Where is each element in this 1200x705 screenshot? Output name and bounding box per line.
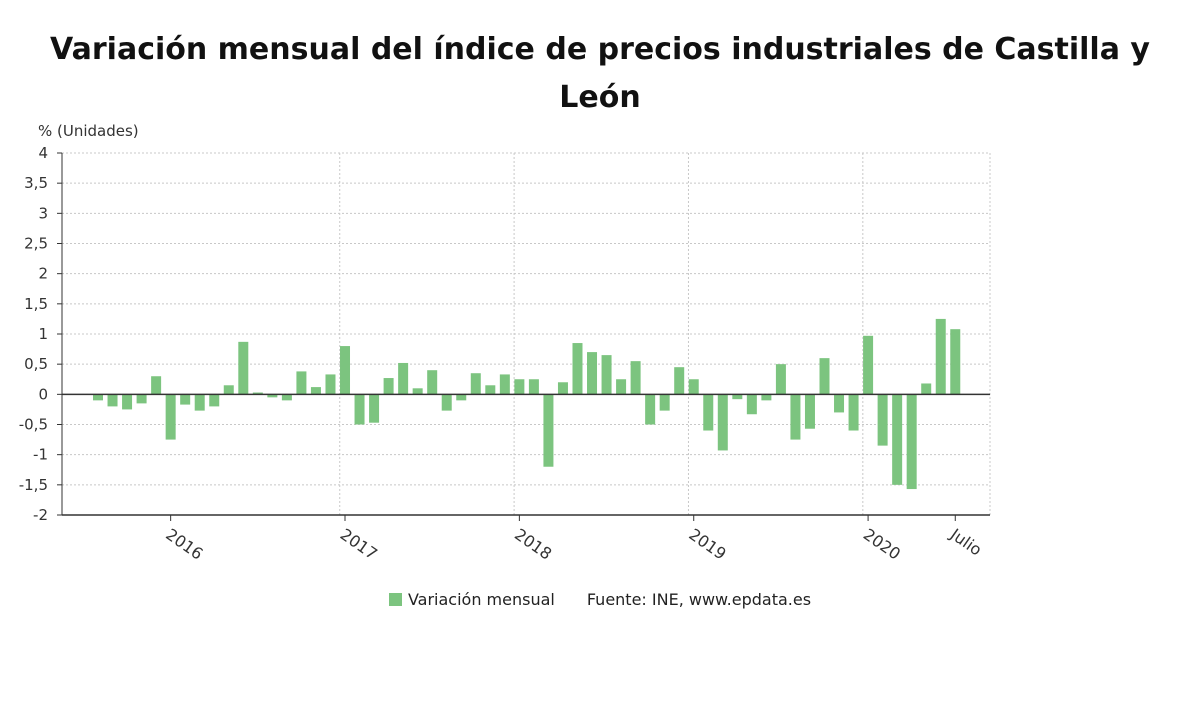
bar	[732, 394, 743, 400]
bar	[267, 394, 278, 398]
bar	[441, 394, 452, 411]
bar	[528, 379, 539, 395]
bar	[470, 373, 481, 395]
y-tick-label: 0	[38, 385, 48, 403]
chart-title: Variación mensual del índice de precios …	[50, 32, 1150, 115]
y-axis-label: % (Unidades)	[38, 122, 139, 140]
bar	[296, 371, 307, 395]
grid-lines	[62, 152, 991, 516]
bar	[630, 361, 641, 395]
bar	[209, 394, 220, 407]
bar	[412, 388, 423, 395]
y-tick-label: 3	[38, 204, 48, 222]
bar	[775, 364, 786, 395]
y-tick-label: -0,5	[19, 416, 48, 434]
bar	[456, 394, 467, 401]
bar	[572, 343, 583, 395]
x-tick-label: 2019	[685, 525, 729, 564]
bar	[703, 394, 714, 431]
bar	[659, 394, 670, 411]
bar	[427, 370, 438, 395]
y-tick-label: 3,5	[24, 174, 48, 192]
bar	[151, 376, 162, 395]
bar	[325, 374, 336, 395]
bar	[717, 394, 728, 451]
y-axis-ticks: -2 -1,5 -1 -0,5 0 0,5 1 1,5 2 2,5 3 3,5 4	[19, 144, 62, 524]
y-tick-label: -1,5	[19, 476, 48, 494]
bar	[194, 394, 205, 411]
bar	[252, 392, 263, 395]
bar	[93, 394, 103, 401]
bar	[616, 379, 627, 395]
bar	[761, 394, 772, 401]
bar	[223, 385, 234, 395]
source-note: Fuente: INE, www.epdata.es	[586, 590, 812, 609]
bar	[688, 379, 699, 395]
legend-label: Variación mensual	[407, 590, 555, 609]
bar	[587, 352, 598, 395]
y-tick-label: 0,5	[24, 355, 48, 373]
y-tick-label: -1	[33, 446, 48, 464]
x-tick-label: Julio	[946, 524, 985, 559]
bar	[107, 394, 118, 407]
x-axis-ticks: 2016 2017 2018 2019 2020 Julio	[162, 515, 985, 564]
y-tick-label: 2	[38, 265, 48, 283]
bar	[601, 355, 612, 395]
bar	[804, 394, 815, 429]
legend: Variación mensual Fuente: INE, www.epdata…	[0, 590, 1200, 609]
bar	[310, 387, 321, 395]
bar	[921, 383, 932, 395]
bar	[790, 394, 801, 440]
bar	[165, 394, 176, 440]
y-tick-label: 1,5	[24, 295, 48, 313]
bar	[499, 374, 510, 395]
bar	[122, 394, 133, 410]
bar	[238, 341, 249, 395]
y-tick-label: -2	[33, 506, 48, 524]
bar	[398, 362, 409, 395]
bar	[834, 394, 845, 413]
bar	[180, 394, 191, 405]
y-tick-label: 4	[38, 144, 48, 162]
bar	[369, 394, 380, 423]
bar	[354, 394, 365, 425]
bar	[557, 382, 568, 395]
x-tick-label: 2018	[511, 525, 555, 564]
bar	[935, 318, 946, 395]
bar	[543, 394, 554, 467]
bar	[485, 385, 496, 395]
bar	[383, 378, 394, 395]
y-tick-label: 2,5	[24, 235, 48, 253]
bar	[819, 358, 830, 395]
bar	[877, 394, 888, 446]
bar	[281, 394, 292, 401]
x-tick-label: 2017	[337, 525, 381, 564]
bar	[136, 394, 147, 404]
bar	[645, 394, 656, 425]
bar	[848, 394, 859, 431]
bar	[892, 394, 903, 485]
bar	[674, 367, 685, 395]
bar	[514, 379, 525, 395]
bar	[906, 394, 917, 490]
y-tick-label: 1	[38, 325, 48, 343]
bar-series	[93, 318, 961, 490]
bar	[950, 329, 961, 395]
legend-swatch	[388, 593, 402, 606]
bar	[863, 335, 874, 395]
x-tick-label: 2016	[162, 525, 206, 564]
bar	[746, 394, 757, 415]
bar	[340, 346, 351, 395]
x-tick-label: 2020	[860, 525, 904, 564]
